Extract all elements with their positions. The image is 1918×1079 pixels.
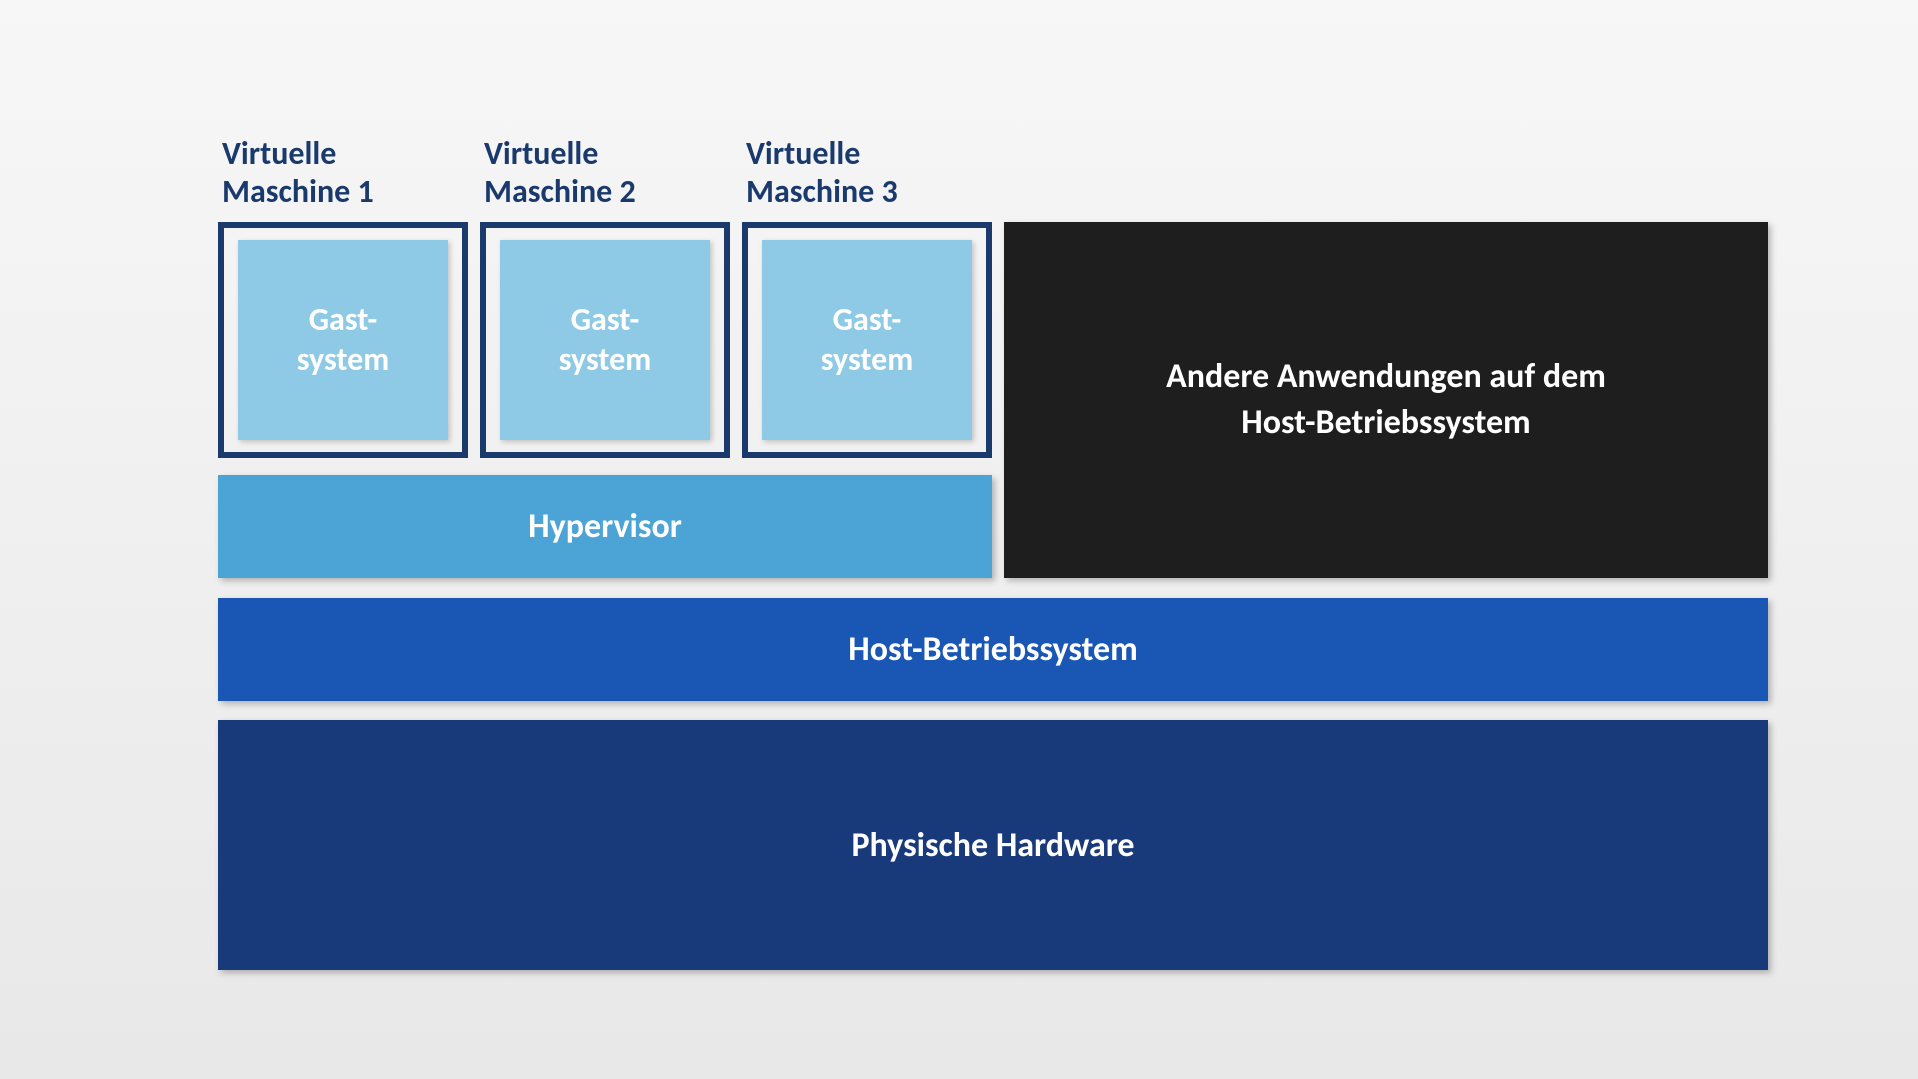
vm2-guest-line1: Gast- [571, 300, 640, 339]
vm1-guest: Gast- system [238, 240, 448, 440]
host-os-label: Host-Betriebssystem [848, 629, 1137, 670]
vm3-guest: Gast- system [762, 240, 972, 440]
vm2-label-line2: Maschine 2 [484, 172, 636, 211]
other-apps-line1: Andere Anwendungen auf dem [1166, 356, 1606, 397]
vm3-guest-line2: system [821, 340, 913, 379]
vm2-guest-line2: system [559, 340, 651, 379]
diagram-canvas: Virtuelle Maschine 1 Virtuelle Maschine … [0, 0, 1918, 1079]
vm3-label: Virtuelle Maschine 3 [746, 135, 898, 212]
other-apps-layer: Andere Anwendungen auf dem Host-Betriebs… [1004, 222, 1768, 578]
other-apps-line2: Host-Betriebssystem [1241, 402, 1530, 443]
vm2-label-line1: Virtuelle [484, 134, 598, 173]
vm2-label: Virtuelle Maschine 2 [484, 135, 636, 212]
vm1-label-line2: Maschine 1 [222, 172, 374, 211]
hypervisor-layer: Hypervisor [218, 475, 992, 578]
vm1-guest-line2: system [297, 340, 389, 379]
vm3-label-line2: Maschine 3 [746, 172, 898, 211]
hypervisor-label: Hypervisor [528, 506, 682, 547]
hardware-layer: Physische Hardware [218, 720, 1768, 970]
vm3-guest-line1: Gast- [833, 300, 902, 339]
host-os-layer: Host-Betriebssystem [218, 598, 1768, 701]
vm1-guest-line1: Gast- [309, 300, 378, 339]
vm3-label-line1: Virtuelle [746, 134, 860, 173]
vm2-guest: Gast- system [500, 240, 710, 440]
vm1-label: Virtuelle Maschine 1 [222, 135, 374, 212]
vm1-label-line1: Virtuelle [222, 134, 336, 173]
hardware-label: Physische Hardware [851, 825, 1134, 866]
